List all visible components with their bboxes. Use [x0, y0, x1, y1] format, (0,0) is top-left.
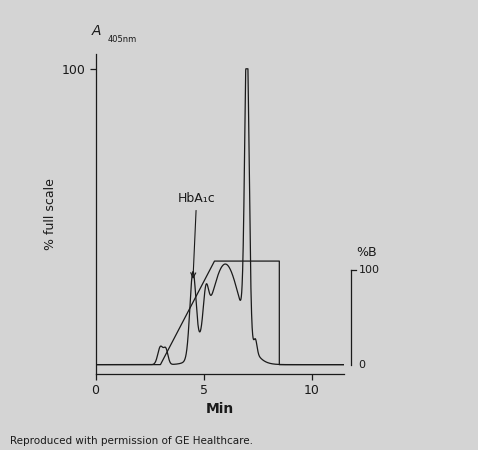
Text: 405nm: 405nm	[108, 35, 137, 44]
Y-axis label: % full scale: % full scale	[44, 178, 57, 250]
Text: $A$: $A$	[91, 24, 102, 38]
Text: 100: 100	[358, 265, 380, 275]
Text: 0: 0	[358, 360, 366, 369]
Text: %B: %B	[356, 246, 377, 259]
Text: HbA₁c: HbA₁c	[178, 192, 216, 278]
Text: Reproduced with permission of GE Healthcare.: Reproduced with permission of GE Healthc…	[10, 436, 252, 446]
X-axis label: Min: Min	[206, 402, 234, 416]
